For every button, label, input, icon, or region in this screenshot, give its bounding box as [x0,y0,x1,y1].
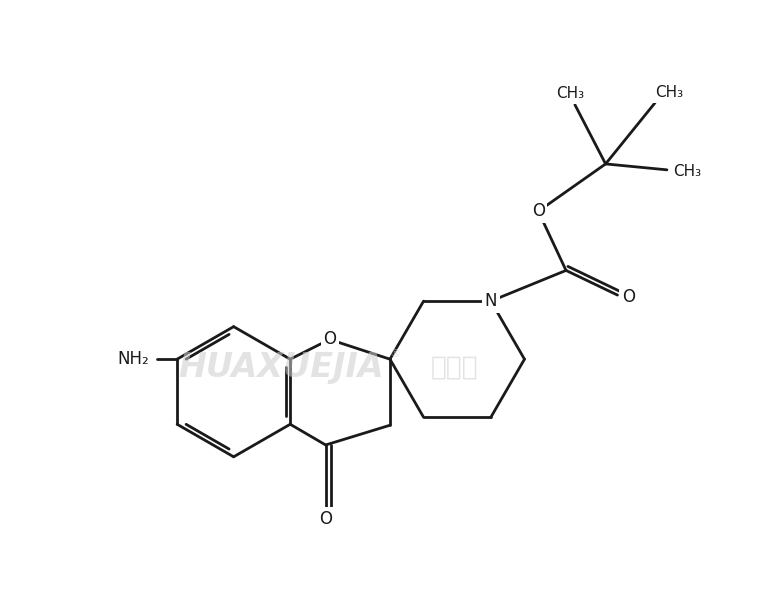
Text: O: O [319,510,332,528]
Text: HUAXUEJIA: HUAXUEJIA [178,350,384,383]
Text: O: O [323,331,336,349]
Text: CH₃: CH₃ [672,164,701,179]
Text: 化学加: 化学加 [430,354,478,380]
Text: NH₂: NH₂ [118,350,150,368]
Text: ®: ® [389,349,400,359]
Text: O: O [532,203,545,220]
Text: O: O [622,288,635,306]
Text: CH₃: CH₃ [655,85,683,100]
Text: CH₃: CH₃ [556,87,584,102]
Text: N: N [485,292,497,310]
